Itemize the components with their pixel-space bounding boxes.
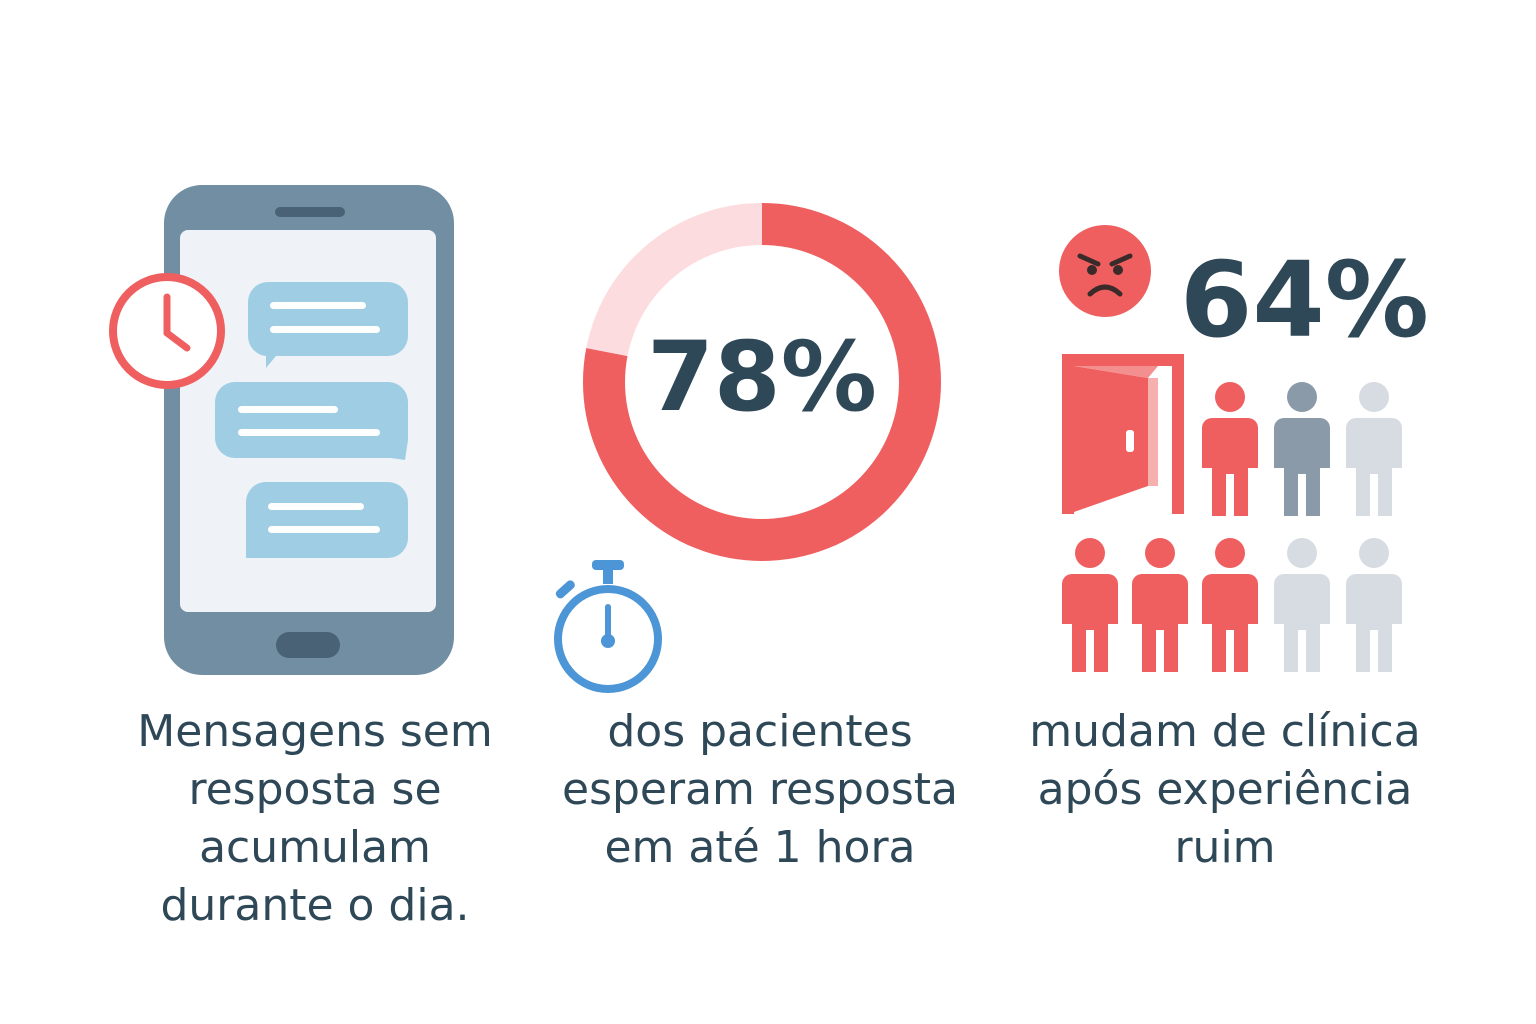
people-percentage: 64% (1180, 239, 1429, 361)
people-caption: mudam de clínica após experiência ruim (1000, 703, 1450, 877)
person-icon (1062, 538, 1118, 672)
clock-icon (109, 273, 225, 389)
people-grid (1050, 380, 1420, 680)
person-icon (1274, 538, 1330, 672)
person-icon (1346, 382, 1402, 516)
person-icon (1202, 538, 1258, 672)
caption-line: dos pacientes (607, 706, 913, 757)
person-icon (1132, 538, 1188, 672)
caption-line: Mensagens sem (137, 706, 493, 757)
caption-line: durante o dia. (160, 880, 470, 931)
stopwatch-icon (554, 560, 662, 693)
caption-line: esperam resposta (562, 764, 958, 815)
message-bubble (245, 482, 408, 558)
message-bubble (247, 282, 408, 368)
caption-line: ruim (1174, 822, 1276, 873)
person-icon (1202, 382, 1258, 516)
caption-line: em até 1 hora (604, 822, 916, 873)
caption-line: após experiência (1037, 764, 1413, 815)
open-door-icon (1062, 354, 1184, 514)
donut-chart (583, 203, 941, 561)
donut-percentage: 78% (647, 321, 877, 433)
caption-line: acumulam (199, 822, 431, 873)
angry-face-icon (1059, 225, 1151, 317)
person-icon (1346, 538, 1402, 672)
person-icon (1274, 382, 1330, 516)
donut-caption: dos pacientes esperam resposta em até 1 … (530, 703, 990, 877)
phone-caption: Mensagens sem resposta se acumulam duran… (80, 703, 550, 935)
message-bubble (215, 382, 408, 460)
donut-value-arc (583, 203, 941, 561)
smartphone-icon (164, 185, 454, 675)
caption-line: mudam de clínica (1029, 706, 1421, 757)
caption-line: resposta se (188, 764, 442, 815)
